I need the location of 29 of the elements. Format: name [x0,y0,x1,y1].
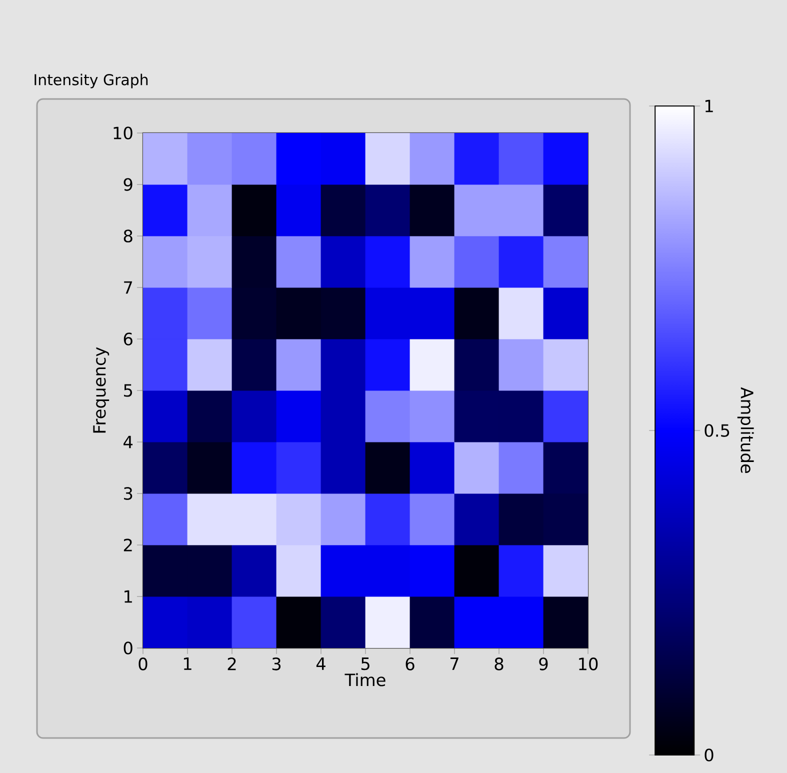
y-tick-label: 6 [124,332,132,346]
y-tick-label: 1 [124,590,132,603]
x-tick-label: 10 [579,658,598,670]
x-tick-label: 2 [228,658,236,670]
x-tick-label: 9 [539,658,548,670]
x-tick-label: 1 [184,658,192,670]
color-bar-title: Amplitude [737,387,754,474]
y-tick-label: 5 [124,384,132,397]
x-tick-label: 7 [450,658,458,670]
color-bar-label: 1 [705,100,713,112]
y-tick-label: 9 [124,178,132,191]
y-tick-label: 8 [124,230,132,242]
x-tick-label: 8 [494,658,504,670]
x-tick-label: 4 [316,658,326,670]
y-tick-label: 3 [124,487,132,500]
x-tick-label: 3 [272,658,281,670]
x-tick-label: 5 [361,658,370,670]
y-tick-label: 10 [114,126,132,140]
x-axis-title: Time [344,673,386,686]
y-tick-label: 2 [124,538,132,552]
x-tick-label: 0 [138,658,148,670]
y-tick-label: 4 [124,436,133,448]
y-axis-title: Frequency [93,347,110,433]
chart-title: Intensity Graph [34,74,148,88]
x-tick-label: 6 [406,658,414,670]
color-bar-label: 0 [704,748,714,762]
color-bar-label: 0.5 [704,424,730,437]
y-tick-label: 7 [124,281,132,294]
y-tick-label: 0 [124,642,132,654]
